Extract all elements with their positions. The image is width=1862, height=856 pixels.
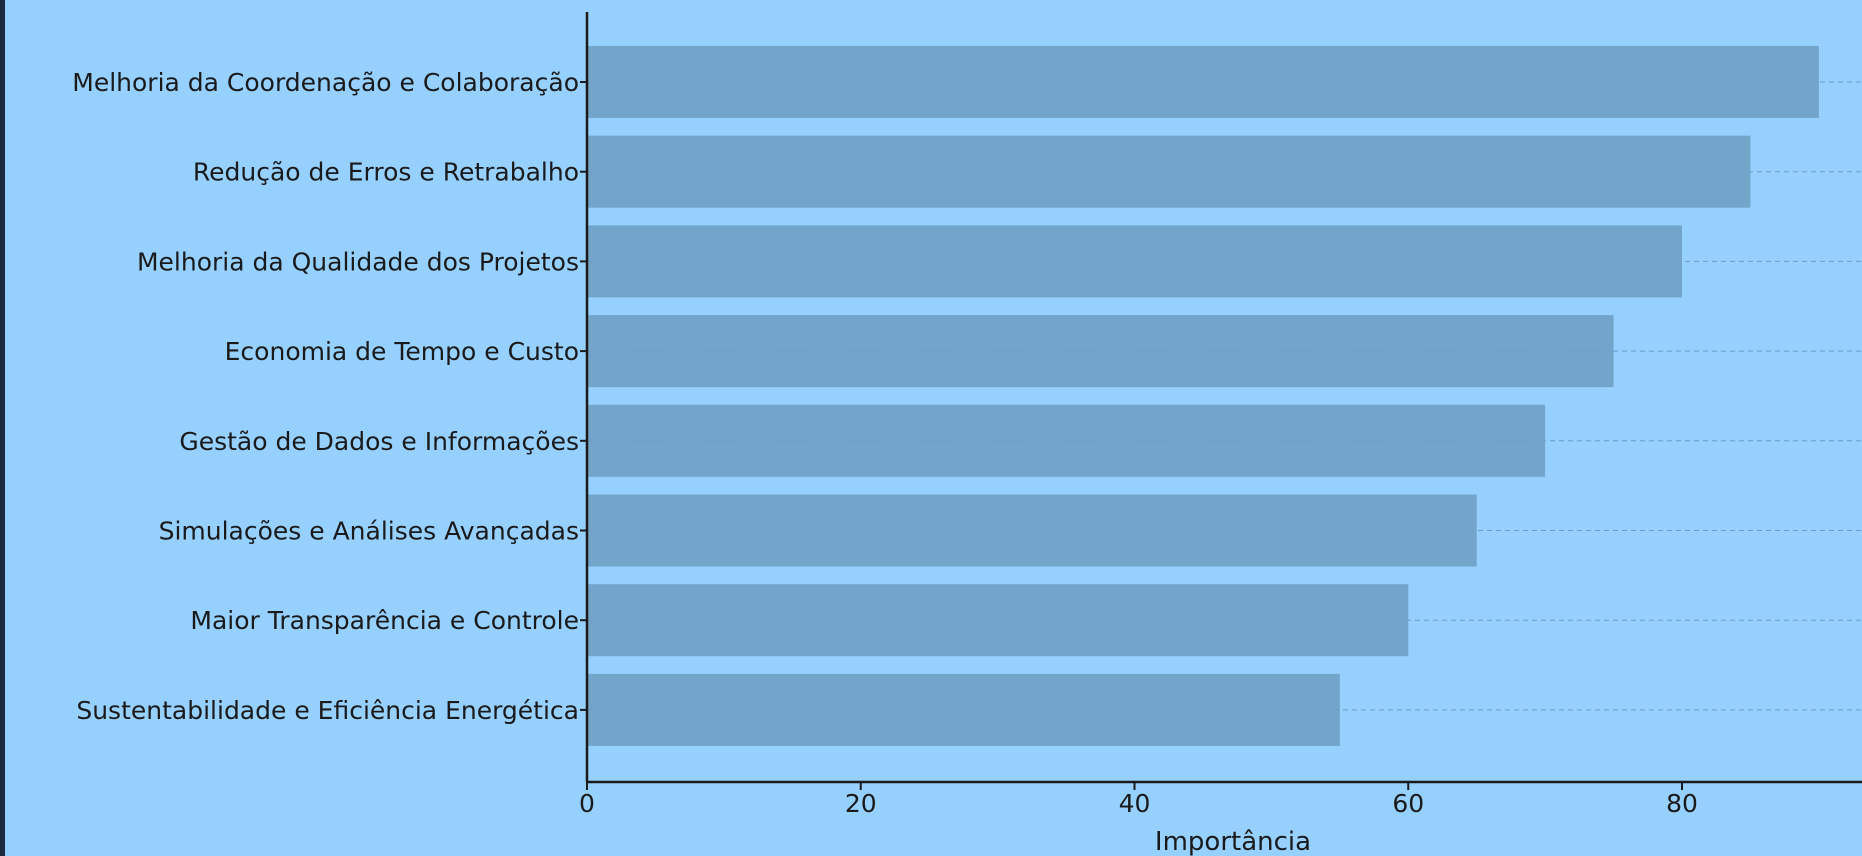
bar [587, 584, 1409, 657]
category-label: Gestão de Dados e Informações [179, 427, 579, 456]
bar [587, 673, 1340, 746]
bar [587, 135, 1751, 208]
axes-layer [585, 12, 1862, 784]
bar [587, 404, 1546, 477]
bars-layer [587, 46, 1819, 746]
x-axis-title: Importância [1155, 827, 1311, 856]
ticks-layer: 0 20 40 60 80 [579, 81, 1698, 818]
bar [587, 315, 1614, 388]
category-label: Melhoria da Coordenação e Colaboração [72, 68, 579, 97]
x-tick-label: 40 [1119, 789, 1151, 818]
x-tick-label: 80 [1666, 789, 1698, 818]
bar [587, 46, 1819, 118]
x-tick-label: 0 [579, 789, 595, 818]
bar [587, 494, 1477, 567]
x-tick-label: 60 [1392, 789, 1424, 818]
category-label: Maior Transparência e Controle [190, 606, 579, 635]
category-label: Sustentabilidade e Eficiência Energética [76, 696, 579, 725]
category-label: Simulações e Análises Avançadas [159, 517, 579, 546]
labels-layer: Melhoria da Coordenação e Colaboração Red… [72, 68, 579, 725]
category-label: Redução de Erros e Retrabalho [193, 158, 579, 187]
window-edge [0, 0, 5, 856]
category-label: Melhoria da Qualidade dos Projetos [137, 247, 579, 276]
category-label: Economia de Tempo e Custo [225, 337, 579, 366]
bar [587, 225, 1682, 298]
x-tick-label: 20 [845, 789, 877, 818]
